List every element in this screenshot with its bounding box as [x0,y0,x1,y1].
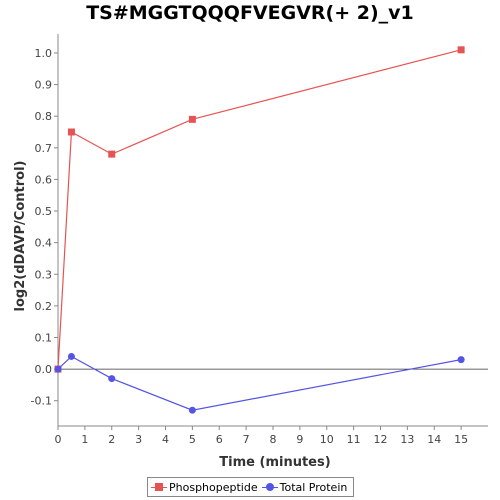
x-tick-label: 12 [374,433,388,446]
x-axis-label: Time (minutes) [219,455,330,470]
legend-item-total-protein: Total Protein [261,480,348,494]
y-axis: -0.1 0.0 0.1 0.2 0.3 0.4 0.5 0.6 0.7 0.8 0.9 1.0 [31,47,58,408]
y-tick-label: 0.2 [35,300,53,313]
x-tick-label: 4 [162,433,169,446]
series-total-protein [54,352,465,414]
y-tick-label: 0.5 [35,205,53,218]
data-point-total-protein [188,406,196,414]
series-layer [54,46,465,414]
x-tick-label: 3 [135,433,142,446]
x-tick-label: 2 [108,433,115,446]
x-tick-label: 14 [427,433,441,446]
data-point-phosphopeptide [188,115,196,123]
x-tick-label: 5 [189,433,196,446]
x-tick-label: 6 [216,433,223,446]
data-point-total-protein [54,365,62,373]
x-tick-label: 10 [320,433,334,446]
y-tick-label: -0.1 [31,395,52,408]
square-marker-icon [151,482,167,492]
y-tick-label: 0.6 [35,173,53,186]
y-tick-label: 0.9 [35,79,53,92]
x-tick-label: 9 [296,433,303,446]
y-axis-label: log2(dDAVP/Control) [13,161,28,312]
x-tick-label: 15 [454,433,468,446]
x-tick-label: 8 [270,433,277,446]
y-tick-label: 0.0 [35,363,53,376]
circle-marker-icon [261,482,278,492]
legend-label-total-protein: Total Protein [279,480,348,494]
legend: Phosphopeptide Total Protein [147,477,354,497]
chart-title: TS#MGGTQQQFVEGVR(+ 2)_v1 [86,2,414,24]
y-tick-label: 0.1 [35,331,53,344]
legend-label-phosphopeptide: Phosphopeptide [169,480,258,494]
x-tick-label: 7 [243,433,250,446]
series-line-phosphopeptide [57,49,462,370]
x-tick-label: 0 [55,433,62,446]
data-point-total-protein [457,356,465,364]
x-axis: 0 1 2 3 4 5 6 7 8 9 10 11 12 13 14 15 [55,426,468,446]
legend-item-phosphopeptide: Phosphopeptide [151,481,258,494]
y-tick-label: 0.7 [35,142,53,155]
data-point-phosphopeptide [108,150,116,158]
data-point-phosphopeptide [67,128,75,136]
data-point-total-protein [67,352,75,360]
y-tick-label: 0.8 [35,110,53,123]
x-tick-label: 1 [81,433,88,446]
x-tick-label: 13 [400,433,414,446]
series-line-total-protein [57,355,462,411]
data-point-total-protein [108,375,116,383]
y-tick-label: 1.0 [35,47,53,60]
y-tick-label: 0.3 [35,268,53,281]
series-phosphopeptide [54,46,465,373]
x-tick-label: 11 [347,433,361,446]
data-point-phosphopeptide [457,46,465,54]
y-tick-label: 0.4 [35,237,53,250]
